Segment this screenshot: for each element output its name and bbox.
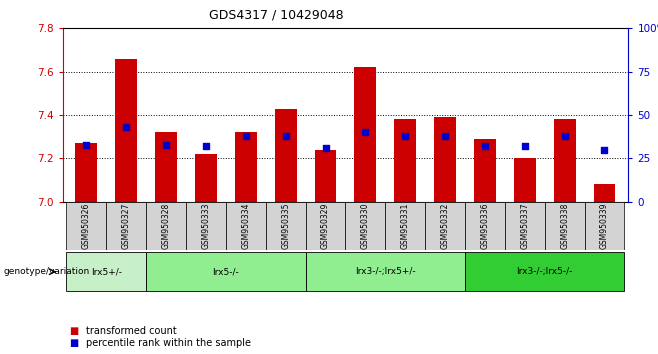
Bar (66, 252, 146, 291)
Bar (465, 252, 624, 291)
Point (161, 142, 171, 147)
Text: GSM950338: GSM950338 (560, 202, 569, 249)
Point (320, 145, 331, 151)
Text: GSM950335: GSM950335 (281, 202, 290, 249)
Point (520, 143, 530, 149)
Point (121, 124, 132, 130)
Text: transformed count: transformed count (86, 326, 176, 336)
Bar (235, 132, 257, 202)
Bar (115, 59, 138, 202)
Bar (394, 119, 417, 202)
Bar (146, 202, 186, 250)
Text: ■: ■ (69, 338, 78, 348)
Text: GSM950329: GSM950329 (321, 202, 330, 249)
Bar (195, 154, 217, 202)
Text: GSM950333: GSM950333 (201, 202, 211, 249)
Point (599, 147, 610, 153)
Text: GSM950337: GSM950337 (520, 202, 529, 249)
Bar (514, 158, 536, 202)
Text: GSM950326: GSM950326 (82, 202, 91, 249)
Point (480, 143, 490, 149)
Bar (315, 150, 336, 202)
Text: genotype/variation: genotype/variation (3, 267, 89, 276)
Bar (505, 202, 545, 250)
Bar (584, 202, 624, 250)
Text: lrx3-/-;lrx5+/-: lrx3-/-;lrx5+/- (355, 267, 416, 276)
Text: lrx5+/-: lrx5+/- (91, 267, 122, 276)
Point (81, 142, 91, 147)
Bar (76, 143, 97, 202)
Bar (146, 252, 305, 291)
Bar (275, 109, 297, 202)
Point (400, 133, 411, 139)
Text: GSM950328: GSM950328 (162, 202, 170, 249)
Bar (545, 202, 584, 250)
Text: GSM950330: GSM950330 (361, 202, 370, 249)
Bar (226, 202, 266, 250)
Text: GSM950336: GSM950336 (480, 202, 490, 249)
Bar (594, 184, 615, 202)
Bar (434, 117, 456, 202)
Point (440, 133, 450, 139)
Bar (474, 139, 496, 202)
Text: GSM950332: GSM950332 (441, 202, 449, 249)
Bar (305, 202, 345, 250)
Text: GSM950339: GSM950339 (600, 202, 609, 249)
Bar (107, 202, 146, 250)
Point (559, 133, 570, 139)
Text: percentile rank within the sample: percentile rank within the sample (86, 338, 251, 348)
Bar (553, 119, 576, 202)
Text: GSM950334: GSM950334 (241, 202, 250, 249)
Text: ■: ■ (69, 326, 78, 336)
Bar (465, 202, 505, 250)
Bar (305, 252, 465, 291)
Point (241, 133, 251, 139)
Bar (155, 132, 177, 202)
Bar (266, 202, 305, 250)
Bar (186, 202, 226, 250)
Point (360, 130, 370, 135)
Bar (345, 202, 386, 250)
Text: lrx5-/-: lrx5-/- (213, 267, 240, 276)
Bar (355, 67, 376, 202)
Text: GDS4317 / 10429048: GDS4317 / 10429048 (209, 9, 343, 22)
Text: GSM950327: GSM950327 (122, 202, 131, 249)
Bar (66, 202, 107, 250)
Point (280, 133, 291, 139)
Text: lrx3-/-;lrx5-/-: lrx3-/-;lrx5-/- (517, 267, 573, 276)
Bar (425, 202, 465, 250)
Text: GSM950331: GSM950331 (401, 202, 410, 249)
Bar (386, 202, 425, 250)
Point (201, 143, 211, 149)
